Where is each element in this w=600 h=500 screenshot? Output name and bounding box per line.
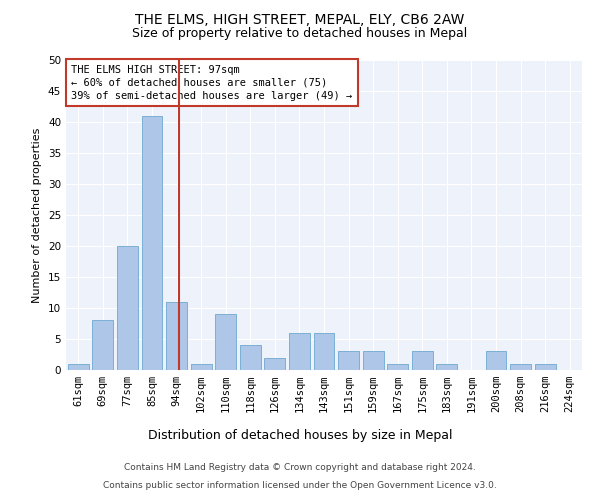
Bar [289,333,310,370]
Bar [166,302,187,370]
Bar [387,364,408,370]
Bar [68,364,89,370]
Text: THE ELMS HIGH STREET: 97sqm
← 60% of detached houses are smaller (75)
39% of sem: THE ELMS HIGH STREET: 97sqm ← 60% of det… [71,64,352,101]
Bar [510,364,531,370]
Bar [436,364,457,370]
Bar [92,320,113,370]
Bar [142,116,163,370]
Text: Distribution of detached houses by size in Mepal: Distribution of detached houses by size … [148,430,452,442]
Bar [240,345,261,370]
Bar [215,314,236,370]
Bar [117,246,138,370]
Bar [412,352,433,370]
Bar [314,333,334,370]
Text: Size of property relative to detached houses in Mepal: Size of property relative to detached ho… [133,28,467,40]
Text: Contains HM Land Registry data © Crown copyright and database right 2024.: Contains HM Land Registry data © Crown c… [124,464,476,472]
Bar [338,352,359,370]
Bar [485,352,506,370]
Bar [191,364,212,370]
Y-axis label: Number of detached properties: Number of detached properties [32,128,43,302]
Bar [265,358,286,370]
Text: THE ELMS, HIGH STREET, MEPAL, ELY, CB6 2AW: THE ELMS, HIGH STREET, MEPAL, ELY, CB6 2… [136,12,464,26]
Text: Contains public sector information licensed under the Open Government Licence v3: Contains public sector information licen… [103,481,497,490]
Bar [362,352,383,370]
Bar [535,364,556,370]
